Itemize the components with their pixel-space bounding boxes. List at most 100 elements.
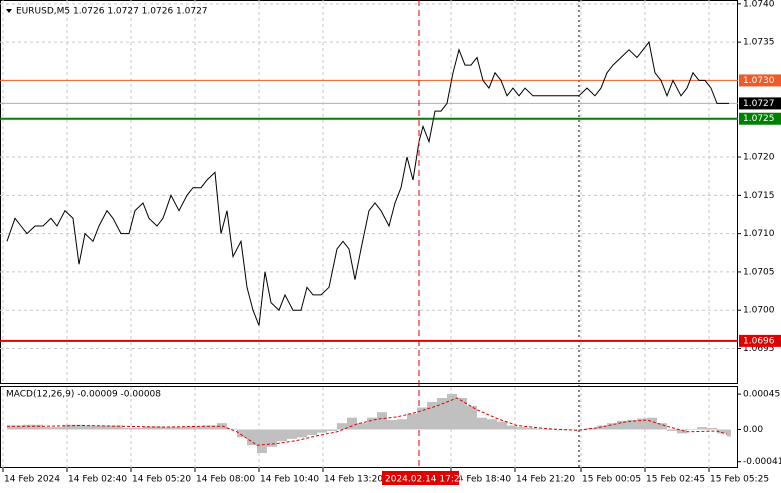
- histogram-bar: [407, 413, 417, 430]
- histogram-bar: [417, 407, 427, 430]
- histogram-bar: [143, 426, 163, 430]
- histogram-bar: [23, 424, 43, 430]
- histogram-bar: [7, 425, 23, 430]
- histogram-bar: [607, 423, 617, 430]
- histogram-bar: [547, 429, 557, 430]
- histogram-bar: [43, 427, 63, 430]
- macd-panel-frame: [0, 386, 738, 468]
- histogram-bar: [277, 429, 287, 442]
- histogram-bar: [557, 429, 567, 431]
- macd-header: MACD(12,26,9) -0.00009 -0.00008: [6, 390, 161, 400]
- histogram-bar: [377, 412, 387, 430]
- histogram-bar: [387, 420, 397, 430]
- x-tick-label: 15 Feb 02:45: [646, 475, 705, 485]
- x-tick-label: 14 Feb 10:40: [260, 475, 319, 485]
- histogram-bar: [357, 423, 367, 430]
- signal-line: [7, 397, 728, 446]
- histogram-bar: [327, 429, 337, 432]
- histogram-bar: [367, 417, 377, 430]
- y-tick-label: 1.0710: [743, 229, 775, 239]
- histogram-bar: [203, 425, 217, 430]
- histogram-bar: [477, 417, 487, 430]
- y-tick-label: 1.0700: [743, 306, 775, 316]
- price-panel-frame: [0, 0, 738, 384]
- histogram-bar: [347, 417, 357, 430]
- histogram-bar: [227, 428, 237, 430]
- y-tick-label: 0.00045: [743, 390, 780, 400]
- histogram-bar: [667, 429, 677, 432]
- level-label-bg: [739, 74, 781, 87]
- y-tick-label: -0.00041: [743, 457, 781, 467]
- histogram-bar: [697, 427, 707, 430]
- histogram-bar: [587, 427, 597, 430]
- histogram-bar: [337, 423, 347, 430]
- y-tick-label: 1.0715: [743, 191, 775, 201]
- histogram-bar: [427, 401, 437, 430]
- level-label: 1.0730: [743, 76, 775, 86]
- histogram-bar: [63, 424, 83, 430]
- histogram-bar: [657, 423, 667, 430]
- histogram-bar: [467, 405, 477, 430]
- x-tick-label: 14 Feb 13:20: [324, 475, 383, 485]
- histogram-bar: [687, 429, 697, 430]
- histogram-bar: [637, 418, 647, 430]
- histogram-bar: [577, 429, 587, 431]
- menu-arrow[interactable]: [6, 9, 12, 13]
- current-price-bg: [739, 97, 781, 110]
- histogram-bar: [677, 429, 687, 434]
- level-label: 1.0725: [743, 114, 775, 124]
- histogram-bar: [457, 398, 467, 430]
- histogram-bar: [163, 427, 183, 430]
- x-tick-label: 14 Feb 05:20: [132, 475, 191, 485]
- histogram-bar: [727, 429, 731, 437]
- histogram-bar: [447, 394, 457, 430]
- histogram-bar: [237, 429, 247, 438]
- histogram-bar: [267, 429, 277, 447]
- histogram-bar: [617, 420, 627, 430]
- histogram-bar: [647, 417, 657, 430]
- level-label-bg: [739, 112, 781, 125]
- current-price-label: 1.0727: [743, 99, 775, 109]
- histogram-bar: [527, 427, 537, 430]
- y-tick-label: 1.0740: [743, 0, 775, 9]
- x-tick-label: 14 Feb 2024: [4, 475, 60, 485]
- histogram-bar: [537, 428, 547, 430]
- histogram-bar: [297, 429, 307, 438]
- y-tick-label: 1.0735: [743, 38, 775, 48]
- histogram-bar: [397, 419, 407, 430]
- x-tick-label: 14 Feb 08:00: [196, 475, 255, 485]
- y-tick-label: 1.0705: [743, 267, 775, 277]
- x-tick-label: 14 Feb 18:40: [452, 475, 511, 485]
- symbol-header: EURUSD,M5 1.0726 1.0727 1.0726 1.0727: [16, 7, 208, 17]
- x-tick-label: 14 Feb 21:20: [516, 475, 575, 485]
- histogram-bar: [497, 421, 507, 430]
- histogram-bar: [597, 425, 607, 430]
- level-label-bg: [739, 334, 781, 347]
- histogram-bar: [517, 427, 527, 430]
- histogram-bar: [123, 427, 143, 430]
- cursor-label: 2024.02.14 17:20: [385, 475, 466, 485]
- y-tick-label: 1.0720: [743, 153, 775, 163]
- histogram-bar: [507, 425, 517, 430]
- histogram-bar: [627, 420, 637, 430]
- histogram-bar: [183, 426, 203, 430]
- histogram-bar: [317, 429, 327, 433]
- histogram-bar: [103, 425, 123, 430]
- histogram-bar: [307, 429, 317, 435]
- histogram-bar: [717, 429, 727, 434]
- x-tick-label: 15 Feb 05:25: [710, 475, 769, 485]
- histogram-bar: [707, 427, 717, 430]
- histogram-bar: [257, 429, 267, 454]
- histogram-bar: [487, 419, 497, 430]
- histogram-bar: [83, 425, 103, 430]
- x-tick-label: 14 Feb 02:40: [68, 475, 127, 485]
- price-line: [6, 40, 729, 326]
- cursor-label-bg: [382, 471, 459, 485]
- histogram-bar: [437, 398, 447, 430]
- y-tick-label: 0.00: [743, 425, 763, 435]
- y-tick-label: 1.0695: [743, 344, 775, 354]
- x-tick-label: 15 Feb 00:05: [582, 475, 641, 485]
- level-label: 1.0696: [743, 336, 775, 346]
